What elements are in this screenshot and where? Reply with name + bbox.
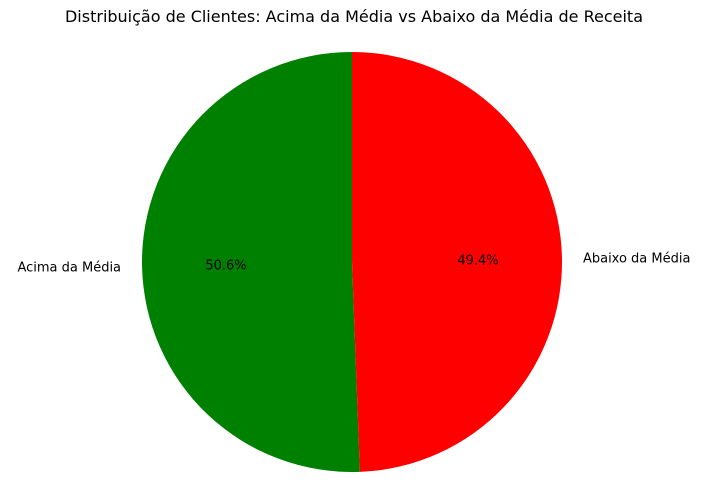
pie-slice-1: [352, 52, 563, 472]
pie-category-label-1: Abaixo da Média: [583, 252, 691, 267]
chart-title: Distribuição de Clientes: Acima da Média…: [64, 7, 644, 26]
pie-pct-label-0: 50.6%: [205, 258, 246, 273]
pie-slice-0: [142, 52, 360, 472]
pie-category-label-0: Acima da Média: [17, 260, 121, 275]
pie-pct-label-1: 49.4%: [457, 254, 498, 269]
